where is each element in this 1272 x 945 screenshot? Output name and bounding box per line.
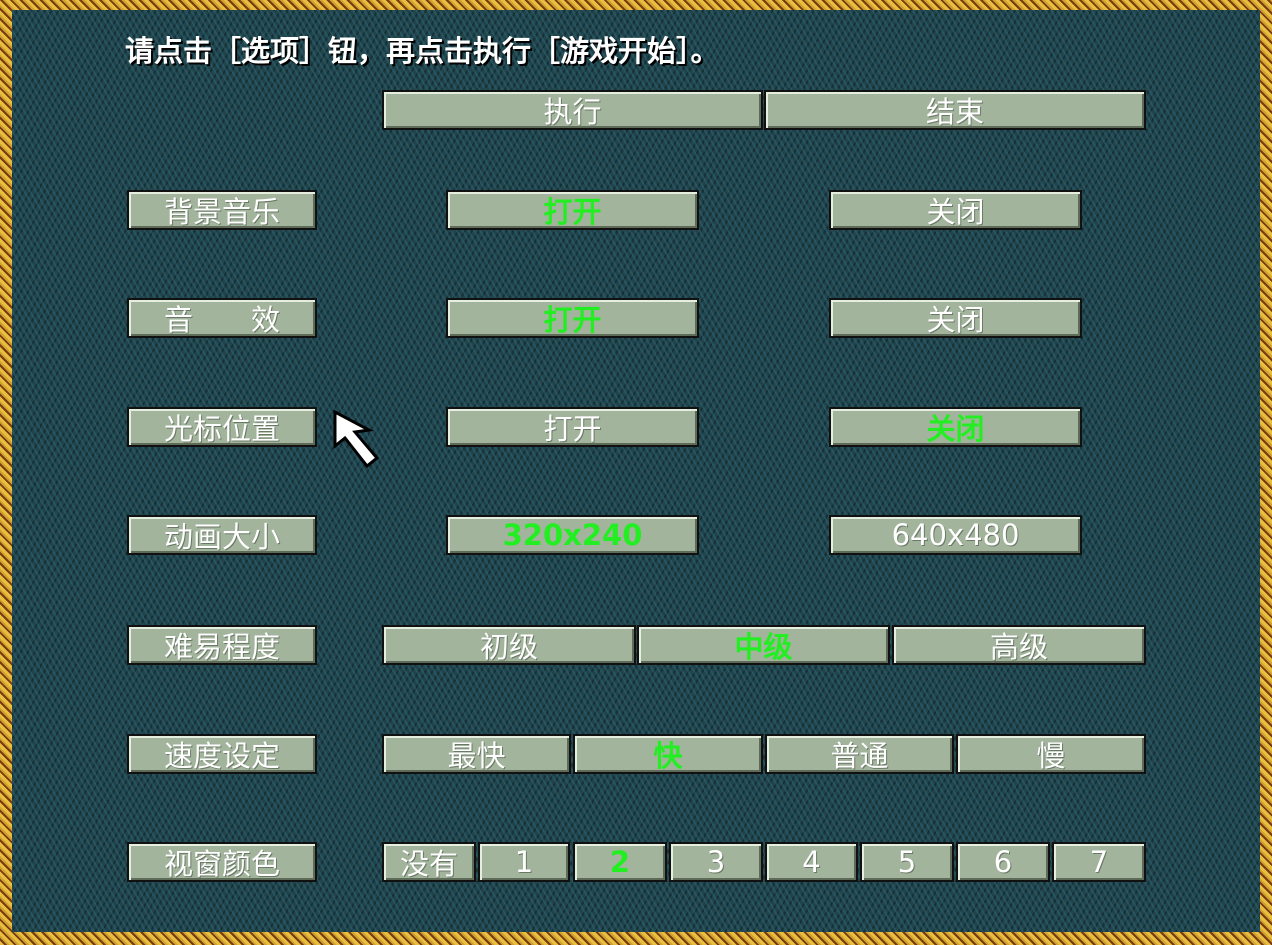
option-button[interactable]: 5 (860, 842, 954, 882)
option-button[interactable]: 1 (478, 842, 570, 882)
option-button[interactable]: 3 (669, 842, 763, 882)
option-button[interactable]: 640x480 (829, 515, 1082, 555)
option-button[interactable]: 4 (765, 842, 858, 882)
option-button[interactable]: 7 (1052, 842, 1146, 882)
option-button[interactable]: 打开 (446, 190, 699, 230)
option-button[interactable]: 普通 (765, 734, 954, 774)
row-label[interactable]: 光标位置 (127, 407, 317, 447)
option-button[interactable]: 没有 (382, 842, 476, 882)
row-label[interactable]: 音 效 (127, 298, 317, 338)
option-button[interactable]: 初级 (382, 625, 636, 665)
option-button[interactable]: 关闭 (829, 190, 1082, 230)
option-button[interactable]: 中级 (637, 625, 890, 665)
execute-button[interactable]: 执行 (382, 90, 763, 130)
option-button[interactable]: 快 (573, 734, 763, 774)
option-button[interactable]: 最快 (382, 734, 571, 774)
row-label[interactable]: 速度设定 (127, 734, 317, 774)
option-button[interactable]: 打开 (446, 407, 699, 447)
option-button[interactable]: 6 (956, 842, 1050, 882)
option-button[interactable]: 320x240 (446, 515, 699, 555)
arrow-pointer-icon (333, 410, 380, 468)
option-button[interactable]: 慢 (956, 734, 1146, 774)
options-panel (12, 10, 1260, 932)
option-button[interactable]: 打开 (446, 298, 699, 338)
option-button[interactable]: 关闭 (829, 298, 1082, 338)
row-label[interactable]: 视窗颜色 (127, 842, 317, 882)
row-label[interactable]: 背景音乐 (127, 190, 317, 230)
option-button[interactable]: 2 (573, 842, 667, 882)
option-button[interactable]: 高级 (892, 625, 1146, 665)
option-button[interactable]: 关闭 (829, 407, 1082, 447)
end-button[interactable]: 结束 (764, 90, 1146, 130)
instruction-text: 请点击［选项］钮，再点击执行［游戏开始］。 (125, 34, 720, 68)
row-label[interactable]: 难易程度 (127, 625, 317, 665)
row-label[interactable]: 动画大小 (127, 515, 317, 555)
